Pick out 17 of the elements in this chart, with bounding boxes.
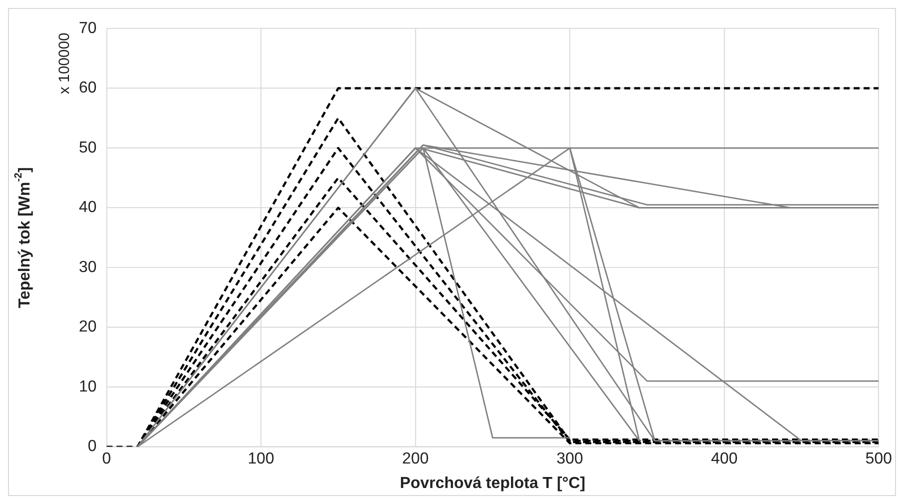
y-tick-label: 70 xyxy=(78,20,97,37)
y-tick-label: 20 xyxy=(78,318,97,336)
x-tick-label: 100 xyxy=(248,450,274,468)
text: x 100000 xyxy=(56,32,73,94)
x-axis-title: Povrchová teplota T [°C] xyxy=(400,474,586,492)
x-tick-label: 0 xyxy=(102,450,112,468)
y-tick-label: 30 xyxy=(78,258,97,276)
y-tick-label: 60 xyxy=(78,80,97,97)
x-tick-label: 400 xyxy=(710,450,738,468)
y-tick-label: 0 xyxy=(88,438,97,456)
y-tick-label: 40 xyxy=(78,199,97,216)
y-tick-label: 10 xyxy=(78,378,97,396)
x-tick-label: 300 xyxy=(556,450,584,468)
x-tick-label: 500 xyxy=(865,450,892,468)
y-tick-label: 50 xyxy=(78,139,97,156)
y-axis-title: Tepelný tok [Wm-2] xyxy=(13,167,34,308)
x-tick-label: 200 xyxy=(402,450,429,468)
